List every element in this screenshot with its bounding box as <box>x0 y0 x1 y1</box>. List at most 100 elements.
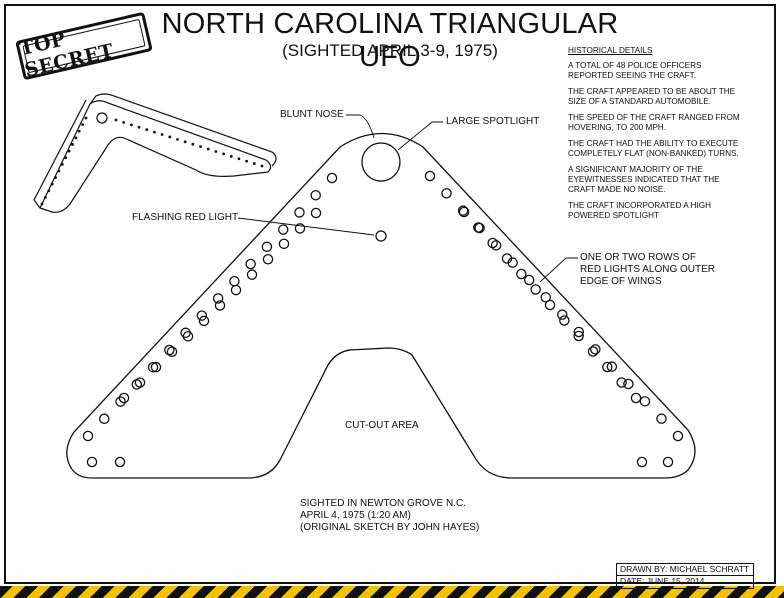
wing-light <box>82 430 94 442</box>
wing-light <box>559 315 570 326</box>
wing-light <box>487 237 498 249</box>
page-subtitle: (SIGHTED APRIL 3-9, 1975) <box>282 41 498 60</box>
iso-light <box>176 137 179 141</box>
historical-item: THE CRAFT INCORPORATED A HIGH POWERED SP… <box>568 201 711 220</box>
isometric-view <box>33 93 277 213</box>
iso-top-face <box>39 100 272 213</box>
label-wing-lights-line1: ONE OR TWO ROWS OF <box>580 252 696 263</box>
iso-light <box>114 118 118 122</box>
wing-light <box>212 293 224 304</box>
wing-light <box>246 269 258 280</box>
wing-light <box>602 361 613 373</box>
hazard-stripe-border <box>0 586 784 598</box>
title-block: DRAWN BY: MICHAEL SCHRATT DATE: JUNE 15,… <box>616 563 754 589</box>
wing-light <box>473 222 484 233</box>
wing-light <box>214 300 226 311</box>
drawing-date: DATE: JUNE 15, 2014 <box>620 576 705 586</box>
wing-light <box>672 430 684 442</box>
iso-light <box>252 162 256 165</box>
iso-light <box>47 189 51 193</box>
iso-light <box>54 176 57 179</box>
wing-light <box>245 258 256 270</box>
wing-light <box>277 224 289 235</box>
label-flashing-red-light: FLASHING RED LIGHT <box>132 212 239 223</box>
historical-item: THE CRAFT HAD THE ABILITY TO EXECUTE COM… <box>568 139 739 158</box>
wing-light <box>523 274 535 286</box>
iso-light <box>206 147 210 151</box>
wing-light <box>278 238 290 250</box>
wing-light <box>544 299 556 311</box>
wing-lights <box>82 170 684 468</box>
iso-light <box>237 157 241 161</box>
iso-light <box>81 123 85 127</box>
wing-light <box>261 241 273 253</box>
leader-blunt-nose <box>346 114 375 139</box>
leader-wing-lights <box>539 257 578 283</box>
wing-light <box>623 378 634 390</box>
wing-light <box>540 292 551 303</box>
label-cutout-area: CUT-OUT AREA <box>345 420 419 431</box>
sighting-date: APRIL 4, 1975 (1:20 AM) <box>300 510 411 521</box>
wing-light <box>606 361 618 372</box>
iso-light <box>245 159 249 163</box>
iso-light <box>214 150 218 153</box>
wing-light <box>182 331 194 342</box>
wing-light <box>114 456 126 468</box>
wing-light <box>573 326 585 338</box>
wing-light <box>636 456 648 468</box>
historical-item: A SIGNIFICANT MAJORITY OF THE EYEWITNESS… <box>568 165 720 194</box>
iso-light <box>222 152 225 156</box>
iso-light <box>50 182 54 186</box>
iso-light <box>60 162 64 166</box>
wing-light <box>294 223 306 234</box>
sighting-source: (ORIGINAL SKETCH BY JOHN HAYES) <box>300 522 480 533</box>
leader-spotlight <box>397 121 443 151</box>
wing-light <box>573 330 584 342</box>
wing-light <box>557 309 568 320</box>
iso-light <box>43 195 47 199</box>
label-blunt-nose: BLUNT NOSE <box>280 109 344 120</box>
iso-light <box>74 136 78 140</box>
iso-light <box>229 154 233 158</box>
wing-light <box>662 456 674 468</box>
iso-light <box>160 133 164 136</box>
wing-light <box>458 206 470 218</box>
wing-light <box>262 253 274 265</box>
wing-light <box>198 315 210 327</box>
iso-light <box>129 123 133 127</box>
sighting-info: SIGHTED IN NEWTON GROVE N.C. APRIL 4, 19… <box>300 498 479 534</box>
craft-outline <box>66 132 696 479</box>
drawn-by: DRAWN BY: MICHAEL SCHRATT <box>617 564 753 576</box>
wing-light <box>99 413 110 425</box>
wing-light <box>516 268 527 280</box>
historical-item: THE CRAFT APPEARED TO BE ABOUT THE SIZE … <box>568 87 736 106</box>
leader-lines <box>237 114 578 283</box>
wing-light <box>656 413 667 424</box>
wing-light <box>441 188 452 199</box>
label-wing-lights-line3: EDGE OF WINGS <box>580 276 662 287</box>
wing-light <box>630 392 642 404</box>
drawing-frame <box>4 4 776 584</box>
flashing-red-light <box>375 230 387 242</box>
label-wing-lights-line2: RED LIGHTS ALONG OUTER <box>580 264 716 275</box>
wing-light <box>196 310 208 321</box>
iso-light <box>71 143 74 146</box>
wing-light <box>310 207 322 219</box>
iso-light <box>183 140 187 144</box>
iso-light <box>84 116 88 120</box>
historical-heading: HISTORICAL DETAILS <box>568 46 653 55</box>
wing-light <box>294 207 305 218</box>
historical-item: A TOTAL OF 48 POLICE OFFICERS REPORTED S… <box>568 61 702 80</box>
cutout-area <box>327 349 351 366</box>
wing-light <box>590 344 601 355</box>
page-title: NORTH CAROLINA TRIANGULAR UFO <box>161 8 619 73</box>
wing-light <box>118 392 130 404</box>
wing-light <box>501 253 513 264</box>
wing-light <box>326 172 338 184</box>
iso-spotlight <box>96 112 108 124</box>
wing-light <box>230 284 242 296</box>
historical-details: HISTORICAL DETAILS A TOTAL OF 48 POLICE … <box>568 46 748 227</box>
outer-outline <box>66 132 696 479</box>
iso-light <box>137 125 141 129</box>
